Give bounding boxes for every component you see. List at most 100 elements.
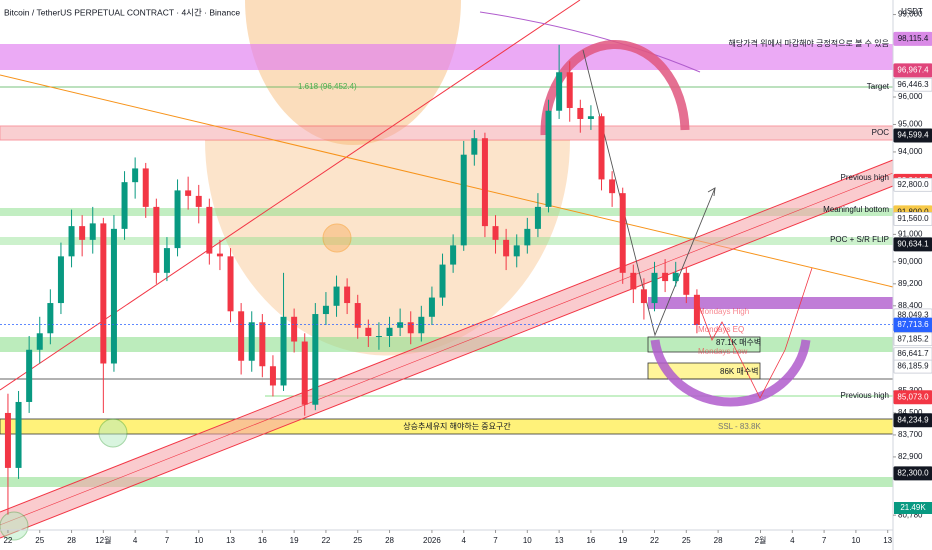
price-badge-label: 84,234.9	[897, 415, 929, 424]
price-badge	[893, 413, 932, 428]
candle-body	[640, 289, 647, 304]
candle-body	[333, 286, 340, 306]
candle-body	[312, 314, 319, 405]
candle-body	[598, 116, 605, 180]
zone	[0, 208, 893, 216]
x-tick-label: 25	[682, 536, 691, 545]
axes: 99,000 96,000 95,000 94,000 91,000 90,000 89,2…	[0, 10, 932, 545]
candle-body	[460, 154, 467, 246]
candle-body	[227, 256, 234, 312]
candle-body	[693, 294, 700, 326]
volume-badge	[894, 502, 932, 514]
candle-body	[36, 333, 43, 350]
candle-body	[651, 272, 658, 304]
x-tick-label: 28	[67, 536, 76, 545]
x-tick-label: 7	[822, 536, 827, 545]
candle-body	[407, 322, 414, 334]
annotation: Mondays EQ	[698, 325, 744, 334]
candle-body	[513, 245, 520, 257]
candle-body	[587, 116, 594, 119]
candle-body	[471, 138, 478, 155]
price-badge-label: 86,641.7	[897, 349, 929, 358]
annotation: 해당가격 위에서 마감해야 긍정적으로 볼 수 있음	[728, 38, 889, 48]
annotation: 86K 매수벽	[720, 366, 759, 376]
fib-arc	[245, 0, 461, 145]
x-tick-label: 16	[586, 536, 595, 545]
candle-body	[185, 190, 192, 196]
annotation: Previous high	[841, 391, 889, 400]
path-arrow	[696, 267, 813, 399]
y-unit: USDT	[901, 7, 923, 16]
zone	[0, 44, 893, 70]
y-tick-label: 99,000	[898, 10, 923, 19]
candle-body	[89, 223, 96, 240]
price-badge-label: 91,560.0	[897, 214, 929, 223]
x-tick-label: 22	[3, 536, 12, 545]
price-badge	[893, 177, 932, 192]
y-tick-label: 94,000	[898, 147, 923, 156]
candle-body	[322, 305, 329, 315]
candle-body	[556, 72, 563, 111]
price-badge-label: 98,115.4	[898, 34, 929, 43]
zone	[0, 477, 893, 487]
price-badge	[893, 31, 932, 46]
candle-body	[153, 206, 160, 273]
candle-body	[534, 206, 541, 229]
x-tick-label: 28	[714, 536, 723, 545]
volume-label: 21.49K	[900, 503, 926, 512]
drawings	[0, 0, 894, 541]
candle-body	[291, 316, 298, 342]
x-tick-label: 13	[555, 536, 564, 545]
candle-body	[439, 264, 446, 298]
x-tick-label: 19	[290, 536, 299, 545]
y-tick-label: 83,700	[898, 430, 923, 439]
price-badge-label: 87,713.6	[897, 320, 929, 329]
candle-body	[672, 272, 679, 282]
x-tick-label: 4	[461, 536, 466, 545]
annotation: POC	[872, 128, 890, 137]
curve	[479, 11, 701, 73]
x-tick-label: 13	[883, 536, 892, 545]
annotation: 1.618 (96,452.4)	[298, 82, 357, 91]
x-tick-label: 22	[650, 536, 659, 545]
candle-body	[481, 138, 488, 227]
x-tick-label: 10	[851, 536, 860, 545]
x-tick-label: 12월	[95, 535, 111, 545]
trend-line	[0, 74, 894, 288]
zone	[0, 237, 893, 245]
x-tick-label: 7	[493, 536, 498, 545]
candle-body	[195, 195, 202, 207]
candle-body	[354, 303, 361, 328]
x-tick-label: 25	[353, 536, 362, 545]
y-tick-label: 84,500	[898, 408, 923, 417]
candle-body	[248, 322, 255, 361]
y-tick-label: 82,900	[898, 452, 923, 461]
zone	[0, 125, 894, 141]
price-badge	[893, 211, 932, 226]
price-badge	[893, 390, 932, 405]
price-badge-label: 90,634.1	[897, 240, 929, 249]
candle-body	[503, 239, 510, 257]
price-badge	[893, 466, 932, 481]
candle-body	[662, 272, 669, 282]
annotation: SSL - 83.8K	[718, 422, 762, 431]
candle-body	[132, 168, 139, 183]
candle-body	[57, 256, 64, 304]
candle-body	[566, 72, 573, 108]
candle-body	[301, 341, 308, 405]
annotation: 상승추세유지 해야하는 중요구간	[403, 421, 511, 431]
candle-body	[110, 228, 117, 364]
candle-body	[259, 322, 266, 367]
candle-body	[238, 311, 245, 361]
y-tick-label: 96,000	[898, 92, 923, 101]
y-tick-label: 88,400	[898, 301, 923, 310]
x-tick-label: 22	[321, 536, 330, 545]
annotation: Mondays High	[698, 307, 749, 316]
candle-body	[142, 168, 149, 207]
x-tick-label: 10	[523, 536, 532, 545]
channel-mid	[0, 172, 894, 526]
x-tick-label: 16	[258, 536, 267, 545]
candles	[4, 44, 700, 515]
annotation: POC + S/R FLIP	[830, 235, 889, 244]
